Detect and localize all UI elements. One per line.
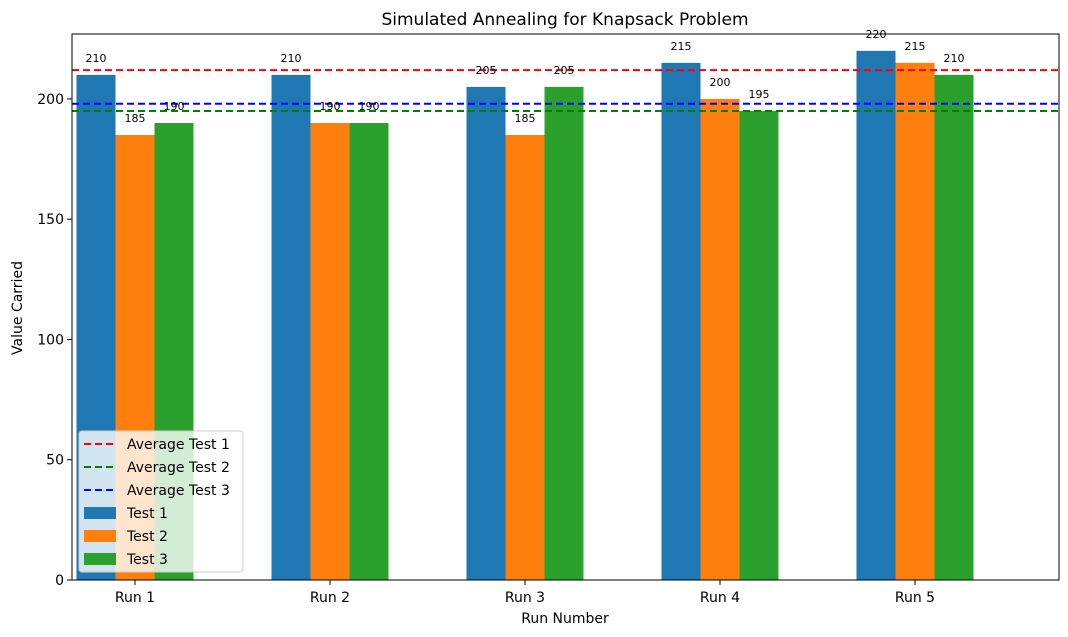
x-tick-label: Run 4 <box>700 590 740 606</box>
y-axis-label: Value Carried <box>10 261 26 355</box>
legend-item-label: Average Test 1 <box>127 437 230 453</box>
legend-item-label: Average Test 2 <box>127 460 230 476</box>
y-tick-label: 100 <box>37 332 64 348</box>
bar-test-1-3 <box>466 86 506 581</box>
data-label: 185 <box>125 112 146 125</box>
bar-test-3-3 <box>544 86 584 581</box>
legend-bar-swatch <box>84 553 116 565</box>
bar-test-2-3 <box>505 135 545 580</box>
data-label: 205 <box>476 64 497 77</box>
data-label: 190 <box>164 100 185 113</box>
bar-test-3-5 <box>934 74 974 581</box>
legend-item-label: Test 3 <box>126 552 168 568</box>
x-tick-label: Run 2 <box>310 590 350 606</box>
bar-test-1-5 <box>856 50 896 580</box>
y-tick-label: 50 <box>46 453 64 469</box>
data-label: 185 <box>515 112 536 125</box>
data-label: 215 <box>671 40 692 53</box>
data-label: 205 <box>554 64 575 77</box>
data-label: 190 <box>320 100 341 113</box>
x-axis-label: Run Number <box>521 611 609 627</box>
chart-title: Simulated Annealing for Knapsack Problem <box>381 10 748 30</box>
data-label: 210 <box>86 52 107 65</box>
y-tick-label: 200 <box>37 92 64 108</box>
bar-test-2-4 <box>700 98 740 580</box>
x-tick-label: Run 3 <box>505 590 545 606</box>
data-label: 190 <box>359 100 380 113</box>
bar-test-3-2 <box>349 122 389 580</box>
legend-item-label: Average Test 3 <box>127 483 230 499</box>
data-label: 210 <box>281 52 302 65</box>
data-label: 195 <box>749 88 770 101</box>
bar-test-1-4 <box>661 62 701 580</box>
x-tick-label: Run 5 <box>895 590 935 606</box>
plot-frame <box>71 33 1060 581</box>
bar-test-1-2 <box>271 74 311 581</box>
x-tick-label: Run 1 <box>115 590 155 606</box>
legend-item-label: Test 1 <box>126 506 168 522</box>
legend-bar-swatch <box>84 530 116 542</box>
y-tick-label: 150 <box>37 212 64 228</box>
data-label: 200 <box>710 76 731 89</box>
legend: Average Test 1 Average Test 2 Average Test… <box>78 430 244 573</box>
data-label: 210 <box>944 52 965 65</box>
bar-test-2-5 <box>895 62 935 580</box>
legend-box <box>78 430 244 573</box>
data-label: 215 <box>905 40 926 53</box>
legend-bar-swatch <box>84 507 116 519</box>
y-tick-label: 0 <box>55 573 64 589</box>
legend-item-label: Test 2 <box>126 529 168 545</box>
bar-test-3-4 <box>739 110 779 580</box>
bar-test-2-2 <box>310 122 350 580</box>
